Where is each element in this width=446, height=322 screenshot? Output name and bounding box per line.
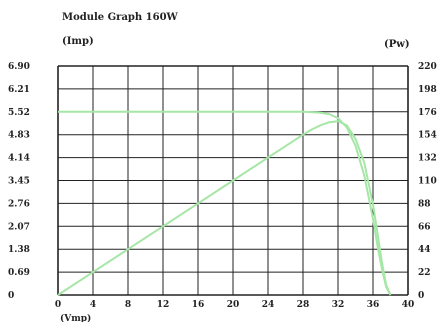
y-right-tick-label: 66 — [418, 222, 431, 232]
y-right-tick-label: 44 — [418, 245, 431, 255]
x-tick-label: 20 — [227, 300, 240, 310]
y-left-tick-label: 0 — [8, 291, 14, 301]
chart-title: Module Graph 160W — [62, 12, 179, 23]
y-left-tick-label: 6.21 — [8, 85, 30, 95]
y-right-tick-label: 220 — [418, 62, 437, 72]
y-right-tick-label: 88 — [418, 199, 431, 209]
y-right-tick-label: 0 — [418, 291, 424, 301]
y-right-tick-label: 22 — [418, 268, 431, 278]
y-right-tick-label: 110 — [418, 177, 437, 187]
y-right-tick-label: 176 — [418, 108, 437, 118]
x-tick-label: 0 — [55, 300, 61, 310]
x-tick-label: 8 — [125, 300, 131, 310]
power-curve-line — [57, 120, 392, 296]
tick-labels: 0 4 8 12 16 20 24 28 32 36 400 00.69 221.38 442.07 662… — [8, 62, 437, 310]
x-tick-label: 12 — [157, 300, 170, 310]
y-left-tick-label: 4.14 — [8, 154, 30, 164]
y-axis-right-label: (Pw) — [384, 39, 410, 50]
x-tick-label: 28 — [297, 300, 310, 310]
x-tick-label: 32 — [332, 300, 345, 310]
y-left-tick-label: 5.52 — [8, 108, 30, 118]
y-left-tick-label: 0.69 — [8, 268, 30, 278]
y-right-tick-label: 132 — [418, 154, 437, 164]
y-left-tick-label: 6.90 — [8, 62, 30, 72]
y-left-tick-label: 4.83 — [8, 131, 30, 141]
x-axis-label: (Vmp) — [60, 313, 91, 322]
x-tick-label: 16 — [192, 300, 205, 310]
y-axis-left-label: (Imp) — [62, 36, 94, 47]
y-right-tick-label: 198 — [418, 85, 437, 95]
y-left-tick-label: 1.38 — [8, 245, 30, 255]
current-curve-line — [58, 110, 392, 296]
curves — [57, 110, 392, 296]
y-left-tick-label: 3.45 — [8, 177, 30, 187]
x-tick-label: 36 — [367, 300, 380, 310]
y-left-tick-label: 2.76 — [8, 199, 30, 209]
grid — [57, 65, 409, 296]
x-tick-label: 40 — [402, 300, 415, 310]
x-tick-label: 4 — [90, 300, 96, 310]
y-right-tick-label: 154 — [418, 131, 437, 141]
x-tick-label: 24 — [262, 300, 275, 310]
y-left-tick-label: 2.07 — [8, 222, 30, 232]
